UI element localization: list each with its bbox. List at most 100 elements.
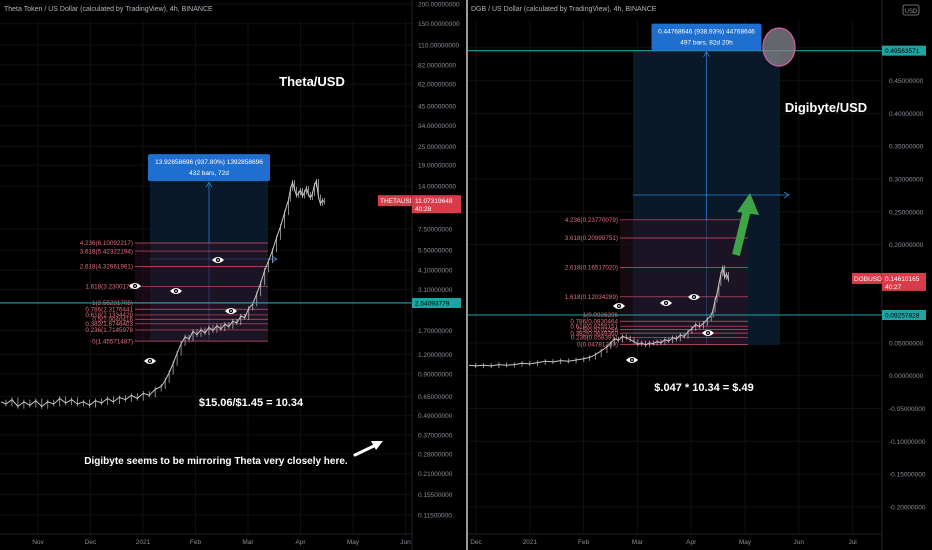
x-tick-label: Jun	[794, 539, 805, 546]
y-tick-label: 0.11500000	[418, 512, 452, 519]
fib-level-label: 0.382(1.8746403	[85, 321, 133, 328]
svg-text:USD: USD	[905, 9, 918, 15]
current-price-label: 11.07319648	[415, 198, 453, 205]
theta-price-axis[interactable]: 200.00000000 150.00000000 110.00000000 82.0…	[411, 0, 467, 550]
fib-level-label: 0.786(0.0830464	[570, 318, 618, 325]
fib-level-label: 0(0.04781230)	[577, 342, 618, 349]
fib-level-label: 3.618(0.20999751)	[565, 235, 618, 242]
fib-level-label: 0(1.45571487)	[92, 338, 133, 345]
fib-level-label: 0.382(0.0649360	[570, 330, 618, 337]
horizontal-line-price-tag	[882, 45, 926, 56]
x-tick-label: 2021	[136, 539, 151, 546]
fib-level-label: 1.618(0.12034289)	[565, 294, 618, 301]
horizontal-line-price-label: 0.09257828	[885, 312, 920, 319]
y-tick-label: 0.20000000	[889, 242, 924, 249]
y-tick-label: 7.50000000	[418, 226, 453, 233]
dgb-time-axis[interactable]: Dec 2021 Feb Mar Apr May Jun Jul	[468, 533, 882, 546]
fib-level-label: 0.5(2.0040416	[92, 316, 133, 323]
eye-icon	[626, 357, 638, 363]
green-arrow-icon	[732, 193, 759, 256]
theta-time-axis[interactable]: Nov Dec 2021 Feb Mar Apr May Jun	[0, 533, 412, 546]
x-tick-label: Jun	[400, 539, 411, 546]
y-tick-label: 0.40000000	[889, 111, 924, 118]
current-price-label: 0.14610165	[885, 276, 920, 283]
eye-icon	[660, 300, 672, 306]
symbol-tag-label: THETAUSD	[380, 198, 415, 205]
y-tick-label: 1.70000000	[418, 328, 453, 335]
fib-level-label: 0.786(2.3176441	[85, 306, 133, 313]
dgb-symbol-title: DGB / US Dollar (calculated by TradingVi…	[471, 6, 657, 13]
y-tick-label: 3.10000000	[418, 287, 453, 294]
dgb-chart-panel[interactable]: 4.236(0.23770079) 3.618(0.20999751) 2.618(…	[468, 0, 932, 550]
y-tick-label: 19.00000000	[418, 163, 456, 170]
theta-chart-panel[interactable]: 4.236(6.10092217)3.618(5.42322194) 2.618(…	[0, 0, 467, 550]
measure-arrowhead	[703, 50, 710, 57]
fib-zone	[620, 219, 748, 345]
y-tick-label: 0.28000000	[418, 452, 453, 459]
x-tick-label: May	[347, 539, 360, 546]
y-tick-label: 0.21000000	[418, 471, 453, 478]
price-line	[468, 267, 729, 367]
eye-icon	[144, 358, 156, 364]
white-arrow-icon	[353, 441, 383, 457]
y-tick-label: -0.20000000	[889, 504, 926, 511]
fib-level-label: 0.236(1.7145978	[85, 327, 133, 334]
usd-currency-icon[interactable]: USD	[902, 4, 920, 16]
dgb-formula-annotation: $.047 * 10.34 = $.49	[654, 382, 753, 394]
current-price-tag	[882, 272, 926, 291]
measure-label-line2: 497 bars, 82d 20h	[680, 40, 733, 47]
theta-chart-title: Theta/USD	[279, 74, 345, 89]
y-tick-label: 82.00000000	[418, 63, 456, 70]
symbol-tag-label: DGBUSD	[854, 276, 882, 283]
horizontal-line-price-label: 2.54093779	[415, 300, 450, 307]
measure-arrowhead	[783, 191, 790, 199]
theta-price-series	[0, 178, 325, 409]
x-tick-label: May	[739, 539, 752, 546]
y-tick-label: -0.10000000	[889, 439, 926, 446]
eye-icon	[225, 308, 237, 314]
fib-zone	[135, 242, 268, 342]
y-tick-label: 0.49000000	[418, 413, 453, 420]
y-tick-label: 25.00000000	[418, 144, 456, 151]
fib-level-label: 0.5(0.0702256	[577, 327, 618, 334]
y-tick-label: 110.00000000	[418, 42, 459, 49]
y-tick-label: 0.37000000	[418, 432, 453, 439]
y-tick-label: 14.00000000	[418, 184, 456, 191]
eye-icon	[613, 303, 625, 309]
fib-level-label: 2.618(0.16517020)	[565, 265, 618, 272]
target-highlight-ellipse	[762, 27, 796, 67]
y-tick-label: 34.00000000	[418, 123, 456, 130]
theta-formula-annotation: $15.06/$1.45 = 10.34	[199, 397, 304, 409]
measure-label-line2: 432 bars, 72d	[189, 170, 229, 177]
y-tick-label: 0.15500000	[418, 492, 453, 499]
y-tick-label: 150.00000000	[418, 21, 460, 28]
fib-level-label: 0.618(2.1334428	[85, 312, 133, 319]
x-tick-label: Feb	[578, 539, 590, 546]
eye-icon	[688, 294, 700, 300]
y-tick-label: 0.25000000	[889, 209, 924, 216]
measure-label-line1: 0.44768646 (938.93%) 44768646	[658, 29, 755, 36]
theta-price-axis-bg	[412, 0, 467, 550]
y-tick-label: 0.00000000	[889, 373, 924, 380]
fib-level-label: 4.236(0.23770079)	[565, 217, 618, 224]
y-tick-label: 4.10000000	[418, 268, 453, 275]
measure-label-box	[148, 154, 270, 182]
dgb-drawings: 4.236(0.23770079) 3.618(0.20999751) 2.618(…	[565, 50, 790, 349]
x-tick-label: 2021	[523, 539, 538, 546]
dgb-overlay: DGBUSD 0.44768646 (938.93%) 44768646 497 b…	[468, 23, 882, 363]
measure-label-line1: 13.92858696 (937.80%) 1392858696	[155, 159, 263, 166]
y-tick-label: 0.45000000	[889, 78, 924, 85]
y-tick-label: 0.35000000	[889, 144, 924, 151]
y-tick-label: 200.00000000	[418, 2, 460, 9]
dgb-price-axis[interactable]: 0.500000000.450000000.400000000.35000000…	[881, 0, 932, 550]
y-tick-label: -0.05000000	[889, 406, 926, 413]
measure-label-box	[651, 23, 762, 51]
y-tick-label: 0.65000000	[418, 394, 453, 401]
fib-level-label: 0.618(0.0755151	[570, 323, 618, 330]
mirroring-note: Digibyte seems to be mirroring Theta ver…	[84, 456, 348, 467]
y-tick-label: 0.90000000	[418, 372, 453, 379]
y-tick-label: 5.50000000	[418, 248, 453, 255]
fib-level-label: 4.236(6.10092217)	[80, 240, 133, 247]
x-tick-label: Mar	[632, 539, 644, 546]
